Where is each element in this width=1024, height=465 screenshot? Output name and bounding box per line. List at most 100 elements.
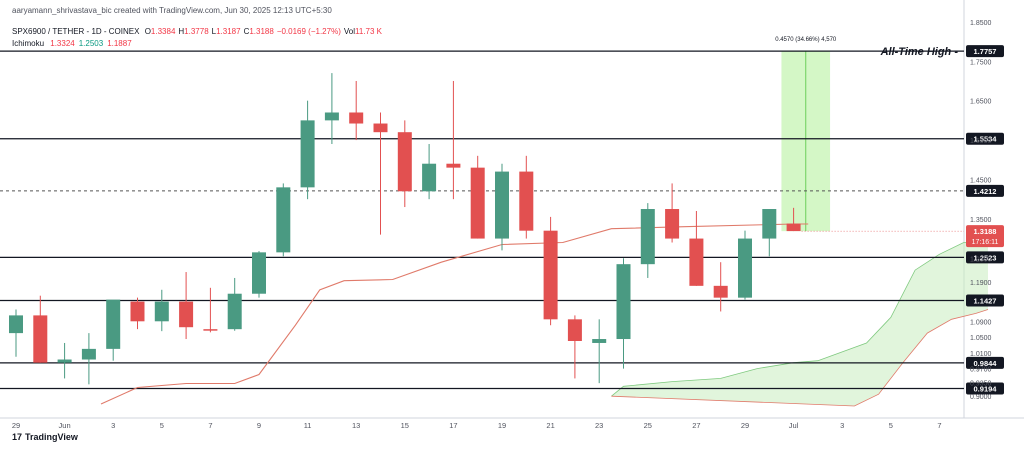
y-tick-label: 1.8500 [970,20,992,27]
level-price-label: 1.2523 [974,253,997,262]
candle-body[interactable] [276,187,291,253]
level-price-tag [966,251,1004,264]
x-tick-label: 5 [160,421,164,430]
ohlc-item: Vol11.73 K [344,27,382,36]
candle-body[interactable] [349,112,364,124]
y-tick-label: 1.3500 [970,217,992,224]
bar-countdown-label: 17:16:11 [972,239,999,246]
level-price-tag [966,294,1004,307]
x-tick-label: 21 [546,421,554,430]
y-tick-label: 1.2500 [970,256,992,263]
candle-body[interactable] [203,329,218,331]
ohlc-key: L [211,27,217,36]
indicator-legend[interactable]: Ichimoku 1.3324 1.2503 1.1887 [12,39,132,48]
ohlc-value: 11.73 K [354,27,382,36]
indicator-name: Ichimoku [12,39,45,48]
x-tick-label: 29 [12,421,20,430]
y-tick-label: 1.6500 [970,99,992,106]
candle-body[interactable] [57,359,72,363]
ohlc-item: H1.3778 [178,27,208,36]
candle-body[interactable] [519,171,534,231]
candle-body[interactable] [470,167,485,239]
ohlc-item: O1.3384 [145,27,176,36]
ohlc-item: C1.3188 [244,27,274,36]
candle-body[interactable] [422,163,437,192]
candle-body[interactable] [106,299,121,349]
level-annotation: All-Time High - [880,46,959,58]
ohlc-value: 1.3187 [216,27,241,36]
level-price-tag [966,356,1004,369]
candle-body[interactable] [81,348,96,360]
tradingview-logo-icon: 17 [12,432,23,442]
candle-body[interactable] [373,123,388,133]
x-tick-label: 29 [741,421,749,430]
tradingview-logo[interactable]: 17 TradingView [12,432,78,442]
candle-body[interactable] [324,112,339,121]
ohlc-value: −0.0169 (−1.27%) [276,27,341,36]
cloud-span-b-line [611,309,989,407]
indicator-values: 1.3324 1.2503 1.1887 [46,39,131,48]
x-tick-label: 9 [257,421,261,430]
candle-body[interactable] [252,252,266,294]
candle-body[interactable] [179,301,194,328]
candle-body[interactable] [640,209,655,265]
candle-body[interactable] [227,293,242,330]
indicator-value: 1.3324 [50,39,75,48]
ohlc-value: 1.3384 [150,27,176,36]
candle-body[interactable] [130,301,145,322]
level-price-label: 1.5534 [974,135,998,144]
level-price-label: 0.9844 [974,359,998,368]
y-tick-label: 0.9350 [970,380,992,387]
dashed-level-label: 1.4212 [974,187,997,196]
level-price-label: 0.9194 [974,385,998,394]
indicator-value: 1.2503 [78,39,104,48]
x-tick-label: 11 [304,421,312,430]
y-tick-label: 1.5500 [970,138,992,145]
candle-body[interactable] [616,264,631,340]
dashed-level-tag [966,184,1004,197]
candle-body[interactable] [543,230,558,320]
x-tick-label: 13 [352,421,360,430]
candle-body[interactable] [567,319,582,341]
tradingview-logo-text: TradingView [25,432,78,442]
candle-body[interactable] [495,171,509,239]
ohlc-key: Vol [343,27,355,36]
candle-body[interactable] [762,209,777,239]
ichimoku-cloud [611,242,988,406]
y-tick-label: 0.9700 [970,367,992,374]
candle-body[interactable] [9,315,23,334]
ohlc-item: −0.0169 (−1.27%) [277,27,341,36]
y-tick-label: 1.0900 [970,319,992,326]
candle-body[interactable] [738,238,752,298]
y-tick-label: 1.4500 [970,177,992,184]
x-tick-label: 5 [889,421,893,430]
y-tick-label: 1.7500 [970,59,992,66]
ohlc-value: 1.3778 [184,27,209,36]
x-tick-label: 15 [401,421,409,430]
ohlc-key: C [243,27,250,36]
candle-body[interactable] [33,315,48,363]
x-tick-label: 7 [937,421,941,430]
candle-body[interactable] [786,223,801,232]
level-price-label: 1.7757 [974,47,997,56]
current-price-tag [966,225,1004,248]
candle-body[interactable] [665,209,680,239]
candle-body[interactable] [300,120,315,188]
ohlc-values: O1.3384 H1.3778 L1.3187 C1.3188 −0.0169 (−1.… [142,27,382,36]
candle-body[interactable] [154,301,169,322]
candle-body[interactable] [446,163,461,168]
candle-body[interactable] [397,132,412,192]
x-tick-label: 17 [449,421,457,430]
candle-body[interactable] [689,238,704,286]
ohlc-item: L1.3187 [212,27,241,36]
candle-body[interactable] [592,339,607,343]
x-tick-label: 27 [692,421,700,430]
credit-line: aaryamann_shrivastava_bic created with T… [12,6,332,15]
symbol-label: SPX6900 / TETHER - 1D - COINEX [12,27,140,36]
level-price-label: 1.1427 [974,297,997,306]
x-tick-label: 23 [595,421,603,430]
candle-body[interactable] [713,285,728,298]
x-tick-label: Jul [789,421,799,430]
y-tick-label: 1.0500 [970,335,992,342]
